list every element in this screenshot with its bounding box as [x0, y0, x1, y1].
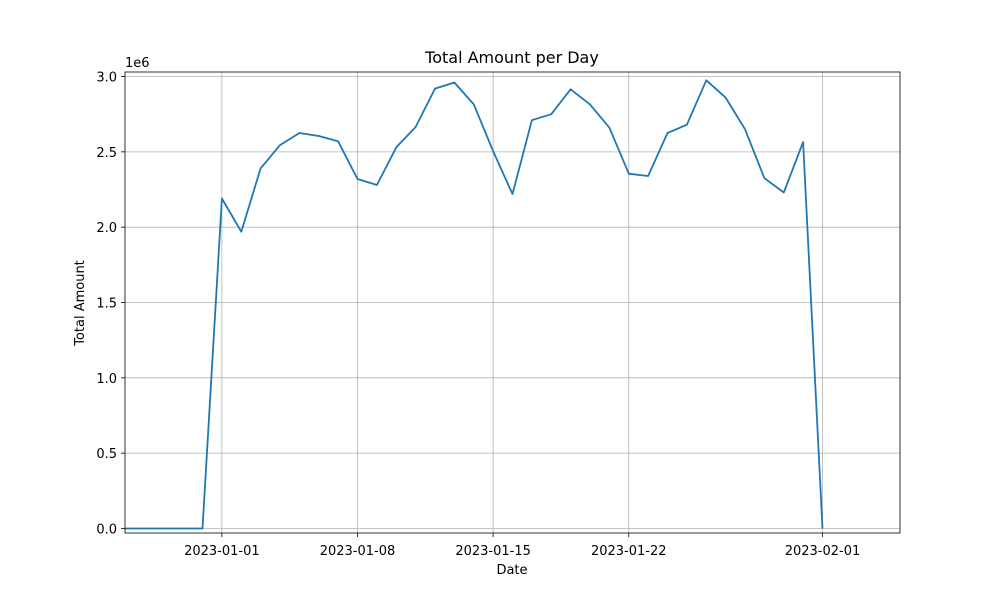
- y-tick-label: 1.0: [96, 372, 117, 387]
- y-tick-label: 0.5: [96, 447, 117, 462]
- series-line: [125, 79, 824, 530]
- y-tick-label: 0.0: [96, 522, 117, 537]
- y-tick-label: 2.0: [96, 221, 117, 236]
- y-tick-label: 3.0: [96, 71, 117, 86]
- x-tick-label: 2023-01-15: [455, 544, 531, 559]
- y-scale-offset-label: 1e6: [125, 56, 150, 71]
- grid: [125, 72, 900, 533]
- y-tick-label: 1.5: [96, 297, 117, 312]
- y-axis-label: Total Amount: [73, 260, 88, 347]
- x-tick-label: 2023-01-01: [184, 544, 260, 559]
- chart-title: Total Amount per Day: [424, 48, 599, 67]
- y-tick-label: 2.5: [96, 146, 117, 161]
- x-tick-label: 2023-01-22: [591, 544, 667, 559]
- x-axis-label: Date: [496, 563, 527, 578]
- x-tick-label: 2023-02-01: [785, 544, 861, 559]
- x-tick-label: 2023-01-08: [320, 544, 396, 559]
- ticks: 2023-01-01 2023-01-08 2023-01-15 2023-01-22…: [96, 71, 860, 559]
- series-layer: [125, 79, 824, 530]
